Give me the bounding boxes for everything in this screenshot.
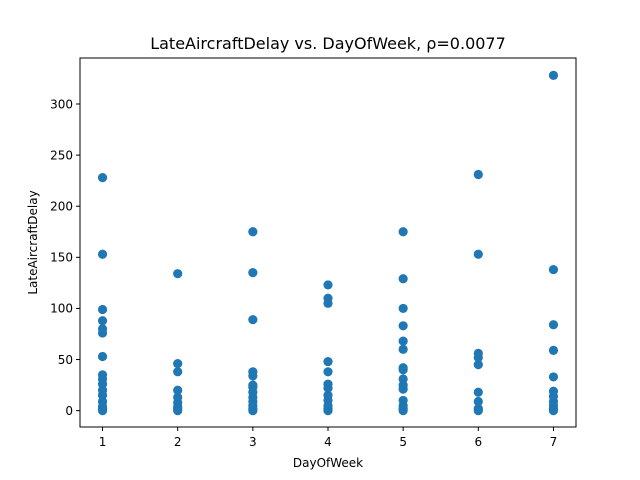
data-point (473, 169, 483, 180)
data-point (97, 370, 108, 380)
data-point (323, 356, 333, 367)
y-tick-label: 200 (50, 200, 73, 214)
data-point (473, 249, 483, 259)
data-point (173, 359, 183, 369)
data-point (473, 404, 483, 414)
x-tick-label: 2 (174, 435, 182, 449)
data-point (248, 367, 258, 377)
y-tick-label: 150 (50, 251, 73, 265)
data-point (248, 315, 258, 325)
data-point (473, 348, 483, 359)
x-tick-label: 3 (249, 435, 257, 449)
data-point (97, 249, 108, 259)
data-point (398, 274, 408, 284)
points-layer (97, 70, 559, 416)
y-tick-label: 50 (58, 353, 73, 367)
x-axis-label: DayOfWeek (293, 456, 363, 470)
data-point (398, 336, 408, 346)
data-point (548, 386, 559, 396)
data-point (398, 344, 408, 354)
data-point (548, 320, 559, 330)
data-point (548, 372, 559, 382)
data-point (323, 367, 333, 377)
data-point (473, 396, 483, 407)
x-tick-label: 4 (324, 435, 332, 449)
data-point (97, 316, 108, 326)
data-point (548, 70, 559, 80)
data-point (97, 324, 108, 334)
y-axis-ticks: 0 50 100 150 200 250 300 (50, 97, 80, 418)
data-point (248, 268, 258, 278)
chart-title: LateAircraftDelay vs. DayOfWeek, ρ=0.007… (150, 34, 506, 53)
data-point (398, 227, 408, 237)
plot-frame (79, 57, 577, 428)
x-tick-label: 7 (550, 435, 558, 449)
data-point (323, 379, 333, 389)
data-point (323, 280, 333, 290)
y-tick-label: 100 (50, 302, 73, 316)
data-point (173, 367, 183, 377)
data-point (173, 269, 183, 279)
data-point (548, 345, 559, 355)
x-tick-label: 5 (399, 435, 407, 449)
data-point (173, 392, 183, 402)
data-point (473, 360, 483, 370)
data-point (248, 227, 258, 237)
y-tick-label: 250 (50, 148, 73, 162)
y-tick-label: 0 (65, 404, 73, 418)
data-point (398, 303, 408, 314)
data-point (97, 351, 108, 362)
data-point (323, 293, 333, 303)
y-axis-label: LateAircraftDelay (26, 190, 40, 294)
x-tick-label: 6 (474, 435, 482, 449)
data-point (398, 374, 408, 384)
data-point (97, 304, 108, 315)
data-point (398, 321, 408, 331)
data-point (97, 172, 108, 183)
y-tick-label: 300 (50, 97, 73, 111)
data-point (398, 395, 408, 406)
data-point (548, 264, 559, 275)
data-point (323, 390, 333, 400)
data-point (248, 380, 258, 390)
data-point (173, 385, 183, 395)
data-point (473, 387, 483, 397)
data-point (398, 363, 408, 373)
x-axis-ticks: 1 2 3 4 5 6 7 (99, 427, 558, 449)
x-tick-label: 1 (99, 435, 107, 449)
